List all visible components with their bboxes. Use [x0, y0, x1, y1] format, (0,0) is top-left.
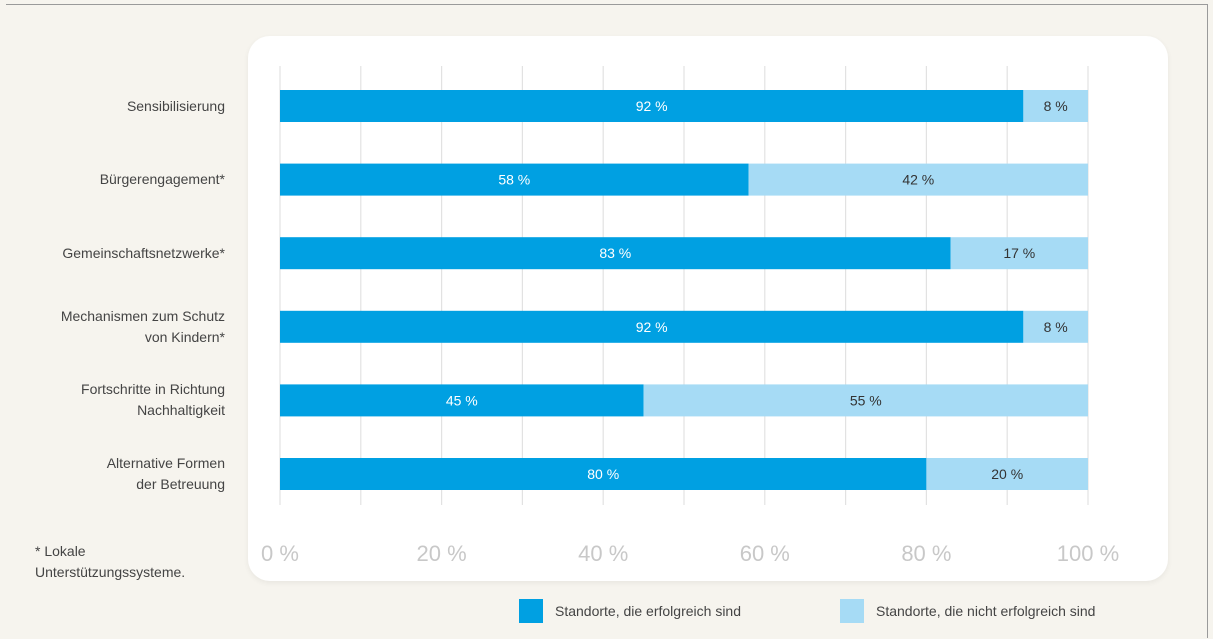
- legend-item-success: Standorte, die erfolgreich sind: [519, 599, 741, 623]
- category-label: Gemeinschaftsnetzwerke*: [10, 243, 225, 264]
- bar-success: [280, 90, 1024, 122]
- chart-frame: [6, 4, 1208, 638]
- data-label-success: 92 %: [636, 98, 668, 114]
- bar-failure: [643, 384, 1088, 417]
- data-label-success: 45 %: [446, 392, 478, 408]
- category-label-line: Alternative Formen: [106, 455, 225, 471]
- bar-success: [280, 163, 749, 196]
- data-label-failure: 8 %: [1044, 319, 1068, 335]
- category-label-line: Fortschritte in Richtung: [81, 381, 225, 398]
- data-label-failure: 20 %: [991, 466, 1023, 482]
- data-label-failure: 8 %: [1044, 98, 1068, 114]
- footnote-line-1: * Lokale: [35, 543, 86, 559]
- data-label-success: 92 %: [636, 319, 668, 335]
- x-tick-label: 20 %: [417, 541, 467, 566]
- category-label-line: Gemeinschaftsnetzwerke*: [62, 244, 225, 261]
- bar-failure: [748, 163, 1088, 196]
- data-label-success: 83 %: [599, 245, 631, 261]
- category-label: Sensibilisierung: [10, 96, 225, 117]
- bar-failure: [926, 458, 1088, 490]
- data-label-success: 80 %: [587, 466, 619, 482]
- category-label-line: von Kindern*: [144, 328, 225, 345]
- data-label-failure: 42 %: [902, 172, 934, 188]
- category-label-line: der Betreuung: [136, 476, 225, 492]
- bar-failure: [1023, 90, 1088, 122]
- x-tick-label: 0 %: [261, 541, 299, 566]
- footnote-line-2: Unterstützungssysteme.: [35, 564, 186, 580]
- x-tick-label: 80 %: [901, 541, 951, 566]
- x-tick-label: 40 %: [578, 541, 628, 566]
- data-label-success: 58 %: [498, 172, 530, 188]
- legend-label-failure: Standorte, die nicht erfolgreich sind: [876, 603, 1096, 619]
- chart-card: [248, 36, 1168, 581]
- bar-success: [280, 310, 1024, 343]
- legend-swatch-failure: [840, 599, 864, 623]
- category-label: Fortschritte in Richtung Nachhaltigkeit: [10, 379, 225, 421]
- legend-item-failure: Standorte, die nicht erfolgreich sind: [840, 599, 1095, 623]
- category-label: Mechanismen zum Schutz von Kindern*: [10, 306, 225, 348]
- data-label-failure: 17 %: [1003, 245, 1035, 261]
- bar-success: [280, 458, 927, 490]
- bar-failure: [1023, 310, 1088, 343]
- legend-label-success: Standorte, die erfolgreich sind: [555, 603, 741, 619]
- bar-success: [280, 384, 644, 417]
- x-tick-label: 100 %: [1057, 541, 1119, 566]
- category-label-line: Mechanismen zum Schutz: [60, 307, 225, 324]
- data-label-failure: 55 %: [850, 392, 882, 408]
- x-tick-label: 60 %: [740, 541, 790, 566]
- category-label: Bürgerengagement*: [10, 169, 225, 190]
- bar-failure: [950, 237, 1088, 270]
- bar-success: [280, 237, 951, 270]
- footnote: * Lokale Unterstützungssysteme.: [35, 541, 185, 583]
- category-label-line: Sensibilisierung: [126, 97, 225, 114]
- category-label-line: Bürgerengagement*: [99, 171, 225, 188]
- category-label: Alternative Formen der Betreuung: [10, 453, 225, 495]
- legend-swatch-success: [519, 599, 543, 623]
- category-label-line: Nachhaltigkeit: [137, 402, 225, 419]
